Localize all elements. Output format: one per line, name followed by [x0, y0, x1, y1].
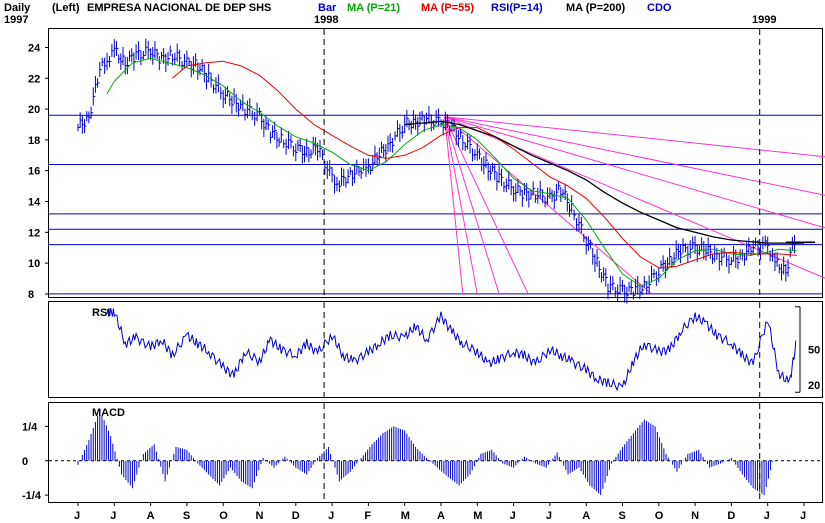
month-label-4: O	[219, 510, 228, 522]
fan-line-3	[444, 116, 529, 295]
month-label-20: J	[800, 510, 806, 522]
month-label-11: M	[473, 510, 482, 522]
series-ma-p-200-	[404, 120, 804, 244]
fan-line-5	[444, 116, 825, 279]
fan-line-8	[444, 116, 825, 158]
legend-ma55: MA (P=55)	[421, 2, 474, 14]
chart-title: EMPRESA NACIONAL DE DEP SHS	[87, 2, 271, 14]
fan-line-7	[444, 116, 825, 196]
month-label-9: M	[401, 510, 410, 522]
price-ytick-label-0: 24	[28, 42, 41, 54]
price-bars	[77, 38, 797, 304]
month-label-12: J	[510, 510, 516, 522]
price-ytick-label-5: 14	[28, 197, 41, 209]
price-ytick-label-8: 8	[28, 289, 34, 301]
price-ytick-label-3: 18	[28, 135, 40, 147]
month-label-3: S	[183, 510, 190, 522]
price-ytick-label-4: 16	[28, 166, 40, 178]
legend-cdo: CDO	[647, 2, 672, 14]
month-label-8: F	[364, 510, 371, 522]
month-label-13: J	[546, 510, 552, 522]
month-label-5: N	[256, 510, 264, 522]
price-ytick-label-1: 22	[28, 73, 40, 85]
scale-label: (Left)	[52, 2, 80, 14]
month-label-14: A	[582, 510, 590, 522]
month-label-1: J	[110, 510, 116, 522]
month-label-2: A	[147, 510, 155, 522]
rsi-ytick-label-1: 20	[808, 380, 820, 392]
legend-ma200: MA (P=200)	[566, 2, 626, 14]
series-ma-p-55-	[172, 60, 797, 269]
month-label-15: S	[619, 510, 626, 522]
price-ytick-label-2: 20	[28, 104, 40, 116]
rsi-panel-label: RSI	[92, 307, 110, 319]
legend-bar: Bar	[318, 2, 337, 14]
year-label-1997: 1997	[4, 14, 28, 26]
month-label-17: N	[691, 510, 699, 522]
year-label-1999: 1999	[752, 14, 776, 26]
rsi-ytick-label-0: 50	[808, 345, 820, 357]
rsi-panel: 50 20	[106, 306, 820, 393]
month-label-0: J	[74, 510, 80, 522]
month-label-7: J	[328, 510, 334, 522]
fan-line-1	[444, 116, 478, 295]
series-ma-p-21-	[106, 57, 797, 287]
month-label-16: O	[655, 510, 664, 522]
price-ytick-label-6: 12	[28, 227, 40, 239]
macd-ytick-label-1: 0	[22, 456, 28, 468]
month-label-19: J	[764, 510, 770, 522]
month-label-10: A	[437, 510, 445, 522]
macd-ytick-label-2: -1/4	[22, 490, 42, 502]
fan-line-4	[444, 116, 652, 295]
macd-panel-label: MACD	[92, 407, 125, 419]
rsi-line	[106, 308, 797, 392]
period-label: Daily	[4, 2, 31, 14]
fan-line-2	[444, 116, 500, 295]
macd-ytick-label-0: 1/4	[22, 421, 38, 433]
price-ytick-label-7: 10	[28, 258, 40, 270]
month-label-18: D	[727, 510, 735, 522]
rsi-panel-frame	[48, 301, 823, 398]
macd-panel-frame	[48, 402, 823, 503]
month-label-6: D	[292, 510, 300, 522]
macd-histogram	[77, 409, 774, 496]
legend-rsi: RSI(P=14)	[491, 2, 543, 14]
price-panel: 24 22 20 18 16 14 12 10 8	[28, 38, 825, 304]
fan-line-0	[444, 116, 464, 294]
price-panel-frame	[48, 28, 823, 298]
year-label-1998: 1998	[314, 14, 338, 26]
fan-line-6	[444, 116, 825, 229]
legend-ma21: MA (P=21)	[347, 2, 400, 14]
macd-panel: 1/4 0 -1/4	[22, 409, 822, 502]
